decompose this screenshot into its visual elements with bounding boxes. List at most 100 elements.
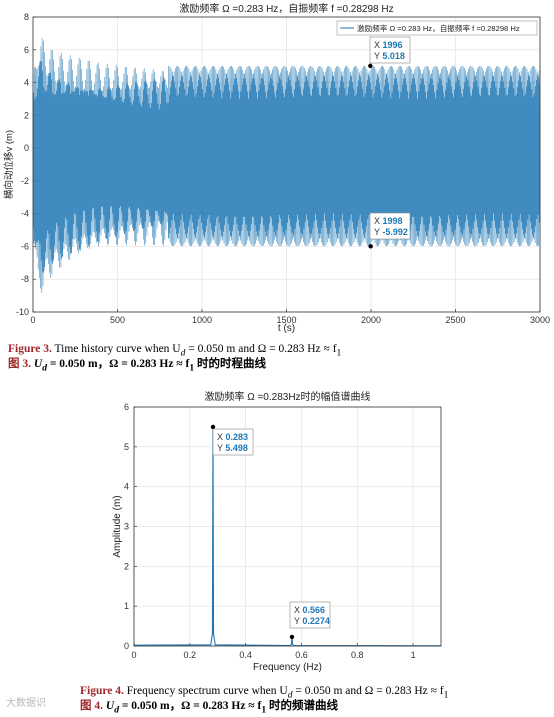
fig3-ytick-label: 2 (24, 110, 29, 120)
fig4-datatip-1-y-line: Y 5.498 (217, 443, 248, 453)
fig4-xtick-label: 0.2 (184, 650, 197, 660)
figure3-label-cn: 图 3. (8, 358, 31, 370)
figure4-caption-cn: 图 4. Ud = 0.050 m，Ω = 0.283 Hz ≈ f1 时的频谱… (80, 699, 338, 717)
figure3-caption-cn: 图 3. Ud = 0.050 m，Ω = 0.283 Hz ≈ f1 时的时程… (8, 357, 266, 375)
figure3-caption-text: Time history curve when U (51, 343, 181, 355)
fig3-datatip-1-x-line: X 1996 (374, 40, 403, 50)
figure4-caption-text2: = 0.050 m and Ω = 0.283 Hz ≈ f (292, 685, 444, 697)
fig3-xlabel: t (s) (278, 323, 295, 334)
fig4-datatip-1-y-value: 5.498 (225, 443, 248, 453)
fig4-datatip-1-x-line: X 0.283 (217, 432, 248, 442)
fig3-title: 激励频率 Ω =0.283 Hz，自振频率 f =0.28298 Hz (179, 2, 393, 15)
fig3-ytick-label: 8 (24, 12, 29, 22)
fig3-xtick-label: 0 (30, 315, 35, 325)
fig4-series-line (133, 426, 442, 647)
fig3-legend: 激励频率 Ω =0.283 Hz，自振频率 f =0.28298 Hz (336, 20, 538, 36)
fig4-datatip-2-marker (289, 634, 295, 640)
fig3-ytick-label: -4 (21, 209, 29, 219)
fig4-datatip-2-y-value: 0.2274 (302, 616, 330, 626)
frequency-spectrum-chart: 0 0.2 0.4 0.6 0.8 1 0 1 2 3 4 5 6 激励频率 Ω =0.283Hz时的幅值… (112, 390, 442, 673)
fig4-datatip-2-x-label: X (294, 605, 303, 615)
fig4-datatip-2-y-label: Y (294, 616, 302, 626)
figure3-caption-cn-text: U (31, 358, 43, 370)
fig4-ytick-label: 2 (124, 561, 129, 571)
fig3-xtick-label: 1000 (192, 315, 212, 325)
fig3-datatip-1-y-label: Y (374, 51, 382, 61)
figure3-caption-cn-text3: 时的时程曲线 (194, 358, 266, 370)
fig3-datatip-1-y-line: Y 5.018 (374, 51, 405, 61)
fig4-ytick-label: 6 (124, 402, 129, 412)
fig4-datatip-1-box (212, 428, 254, 456)
fig4-datatip-1-marker (210, 424, 216, 430)
fig3-datatip-1-x-label: X (374, 40, 383, 50)
fig4-xtick-label: 0.4 (239, 650, 252, 660)
fig3-datatip-2-x-label: X (374, 216, 383, 226)
fig3-xtick-label: 3000 (530, 315, 550, 325)
watermark: 大数据识 (6, 698, 46, 709)
figure3-caption-text2: = 0.050 m and Ω = 0.283 Hz ≈ f (185, 343, 337, 355)
figure3-caption-en: Figure 3. Time history curve when Ud = 0… (8, 342, 341, 360)
figure4-caption-cn-sub: d (114, 704, 119, 716)
fig4-xlabel: Frequency (Hz) (253, 662, 322, 673)
fig4-xtick-label: 0.8 (351, 650, 364, 660)
figure3-caption-sub1: 1 (336, 347, 342, 359)
fig4-ytick-label: 3 (124, 522, 129, 532)
fig3-ylabel: 横向动位移v (m) (3, 130, 15, 199)
fig3-series-line (32, 38, 541, 293)
fig3-datatip-1-y-value: 5.018 (382, 51, 405, 61)
fig4-ytick-label: 1 (124, 601, 129, 611)
fig4-axes-box (133, 406, 442, 647)
fig4-xtick-label: 0 (131, 650, 136, 660)
figure3-caption-cn-text2: = 0.050 m，Ω = 0.283 Hz ≈ f (46, 358, 190, 370)
figure4-caption-sub1: 1 (443, 689, 449, 701)
fig4-ylabel: Amplitude (m) (112, 495, 123, 557)
fig4-datatip-1-x-label: X (217, 432, 226, 442)
fig4-datatip-2-box (289, 601, 331, 629)
fig4-title: 激励频率 Ω =0.283Hz时的幅值谱曲线 (204, 390, 370, 403)
fig4-datatip-2-x-line: X 0.566 (294, 605, 325, 615)
fig3-datatip-1-marker (368, 63, 373, 69)
figure4-label: Figure 4. (80, 685, 124, 697)
fig3-legend-label: 激励频率 Ω =0.283 Hz，自振频率 f =0.28298 Hz (357, 23, 520, 33)
fig3-datatip-2-y-value: -5.992 (382, 227, 408, 237)
figure4-caption-cn-sub1: 1 (261, 704, 267, 716)
fig3-legend-box (336, 20, 538, 36)
fig3-datatip-2-y-line: Y -5.992 (374, 227, 408, 237)
fig4-ytick-label: 4 (124, 482, 129, 492)
fig4-datatip-1-y-label: Y (217, 443, 225, 453)
fig3-ytick-label: -10 (16, 307, 29, 317)
figure4-label-cn: 图 4. (80, 700, 103, 712)
fig4-datatip-1-x-value: 0.283 (226, 432, 249, 442)
fig4-xtick-label: 1 (411, 650, 416, 660)
fig3-datatip-1-x-value: 1996 (383, 40, 403, 50)
fig3-datatip-2-y-label: Y (374, 227, 382, 237)
fig3-ytick-label: 4 (24, 78, 29, 88)
fig3-xtick-label: 500 (110, 315, 125, 325)
fig3-axes-box (32, 16, 541, 313)
fig3-xtick-label: 2000 (361, 315, 381, 325)
figure4-caption-text: Frequency spectrum curve when U (123, 685, 288, 697)
figure4-caption-cn-text: U (103, 700, 115, 712)
fig3-datatip-2-box (369, 212, 411, 240)
fig3-ytick-label: 0 (24, 143, 29, 153)
figure3-caption-cn-sub: d (42, 362, 47, 374)
fig3-ytick-label: -2 (21, 176, 29, 186)
fig3-xtick-label: 2500 (445, 315, 465, 325)
time-history-chart: 0 500 1000 1500 2000 2500 3000 -10 -8 -6 -4 -2 0 2 4 6 8… (3, 2, 550, 334)
fig3-datatip-2-marker (368, 244, 373, 249)
fig3-ytick-label: 6 (24, 45, 29, 55)
fig3-datatip-2-x-line: X 1998 (374, 216, 403, 226)
figure3-caption-sub: d (180, 347, 186, 359)
fig3-datatip-2-x-value: 1998 (383, 216, 403, 226)
fig4-datatip-2-y-line: Y 0.2274 (294, 616, 330, 626)
figure3-caption-cn-sub1: 1 (189, 362, 195, 374)
figure4-caption-cn-text3: 时的频谱曲线 (266, 700, 338, 712)
figure4-caption-en: Figure 4. Frequency spectrum curve when … (80, 684, 448, 702)
fig4-ytick-label: 0 (124, 641, 129, 651)
fig4-xtick-label: 0.6 (295, 650, 308, 660)
fig4-datatip-2-x-value: 0.566 (303, 605, 326, 615)
